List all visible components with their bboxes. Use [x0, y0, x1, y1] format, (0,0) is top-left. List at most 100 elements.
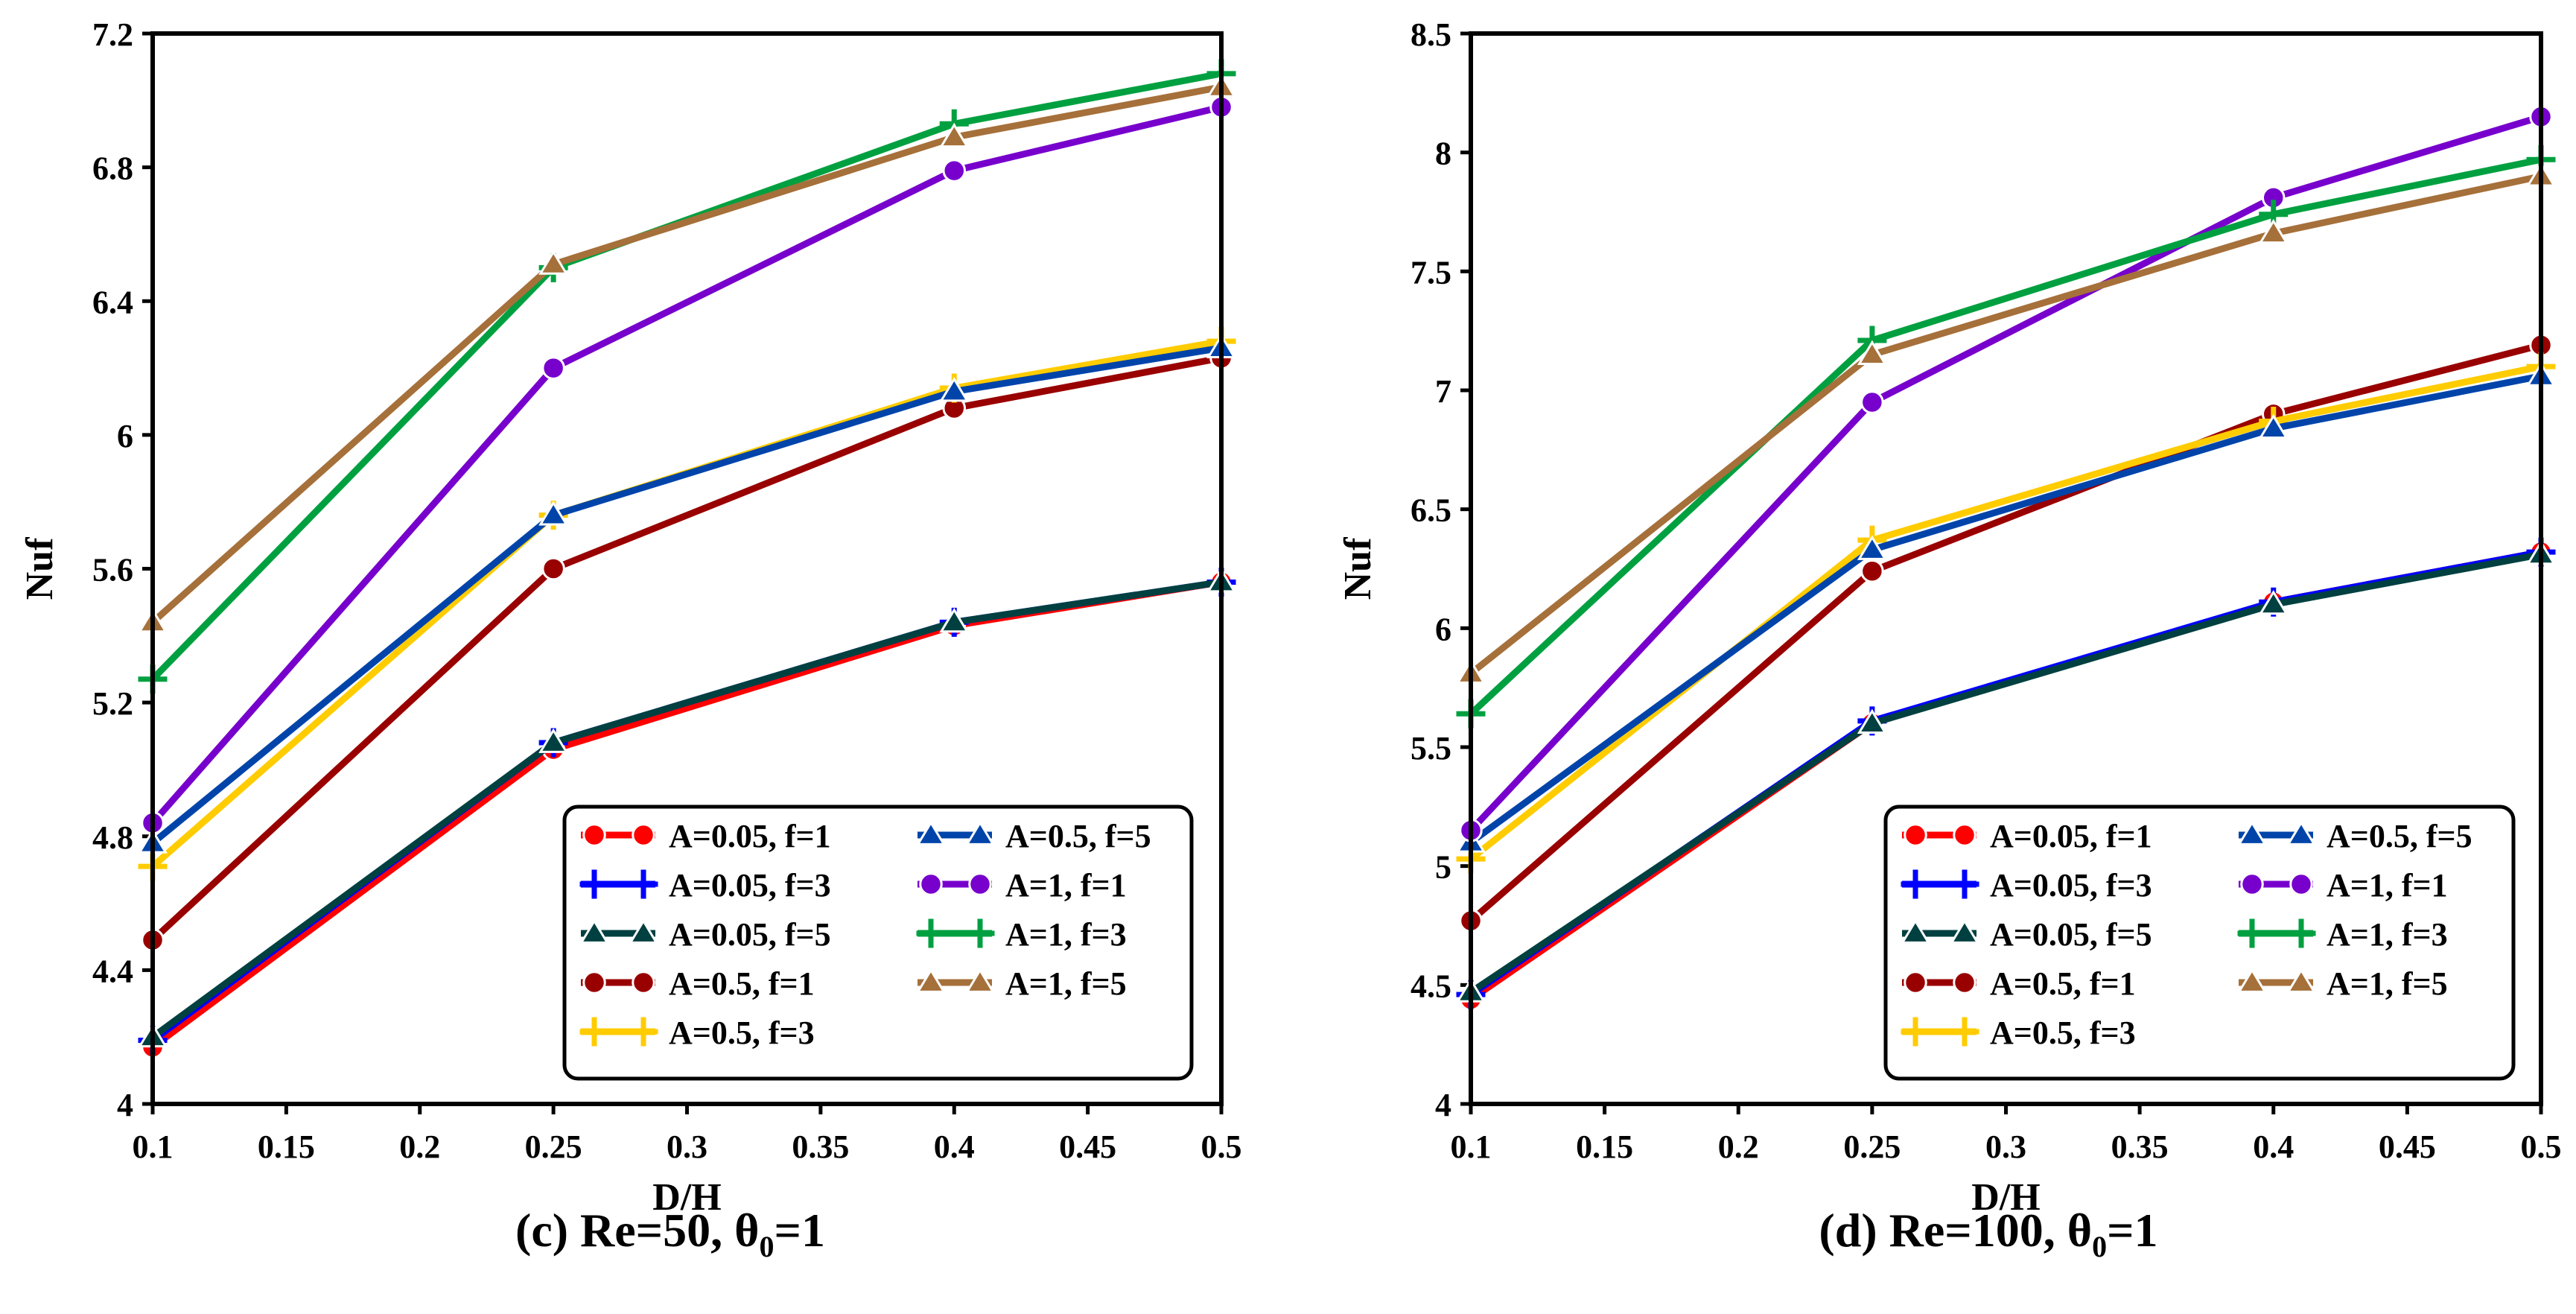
legend-label: A=0.5, f=3 — [669, 1015, 815, 1051]
y-tick-label: 5.5 — [1411, 730, 1451, 766]
chart-right: 4 4.5 5 5.5 6 6.5 7 7.5 8 8.5 0.1 0.15 0.2 0.25 0.3 0.3… — [1337, 16, 2562, 1219]
x-tick-label: 0.15 — [258, 1129, 315, 1165]
legend: A=0.05, f=1 A=0.05, f=3 A=0.05, f=5 A=0.5, … — [562, 804, 1194, 1081]
legend-marker-end — [2286, 918, 2316, 948]
legend-marker-end — [965, 968, 995, 993]
y-tick-label: 6 — [1435, 611, 1451, 647]
legend-label: A=1, f=5 — [1005, 965, 1127, 1002]
series-line — [1468, 113, 2542, 833]
series-A=1, f=3 — [138, 59, 1236, 694]
legend-entry: A=1, f=1 — [917, 867, 1127, 904]
legend-marker-start — [916, 918, 946, 948]
x-tick-label: 0.2 — [399, 1129, 440, 1165]
series-line — [150, 83, 1222, 625]
data-point — [1857, 340, 1887, 365]
series-A=0.5, f=1 — [141, 346, 1233, 952]
y-axis-label: Nuf — [1337, 537, 1379, 600]
chart-left: 4 4.4 4.8 5.2 5.6 6 6.4 6.8 7.2 0.1 0.15 0.2 0.25 0.3… — [19, 16, 1242, 1219]
caption-left: (c) Re=50, θ0=1 — [149, 1203, 1192, 1264]
data-point — [1860, 559, 1884, 583]
caption-left-sub: 0 — [759, 1229, 775, 1263]
series-A=0.5, f=3 — [1456, 352, 2556, 874]
legend-marker-end — [1950, 1017, 1979, 1047]
legend-marker-start — [2237, 968, 2267, 993]
data-point — [2258, 218, 2289, 244]
legend-marker-end — [2289, 872, 2313, 896]
series-line — [1469, 341, 2542, 924]
x-tick-label: 0.1 — [133, 1129, 174, 1165]
legend-entry: A=1, f=5 — [916, 965, 1127, 1002]
y-tick-label: 4.4 — [92, 953, 133, 989]
legend-label: A=0.5, f=3 — [1990, 1015, 2136, 1051]
series-line — [1469, 550, 2542, 995]
legend: A=0.05, f=1 A=0.05, f=3 A=0.05, f=5 A=0.5, … — [1883, 804, 2516, 1081]
series-A=1, f=5 — [1456, 162, 2556, 684]
x-tick-label: 0.5 — [2521, 1129, 2562, 1165]
series-line — [150, 104, 1223, 825]
legend-marker-end — [965, 820, 995, 845]
legend-label: A=0.05, f=3 — [1990, 867, 2152, 904]
x-tick-label: 0.45 — [1059, 1129, 1116, 1165]
x-tick-label: 0.4 — [2253, 1129, 2294, 1165]
y-tick-label: 4.8 — [92, 819, 133, 856]
legend-marker-start — [916, 820, 946, 845]
caption-right-suffix: =1 — [2107, 1204, 2158, 1257]
y-tick-label: 6.8 — [92, 150, 133, 187]
x-tick-label: 0.2 — [1718, 1129, 1759, 1165]
legend-marker-end — [629, 1017, 658, 1047]
legend-label: A=1, f=5 — [2327, 965, 2448, 1002]
legend-label: A=0.05, f=1 — [669, 818, 831, 854]
legend-entry: A=0.05, f=3 — [579, 867, 831, 904]
legend-label: A=1, f=1 — [2327, 867, 2448, 904]
legend-marker-end — [2286, 820, 2316, 845]
y-tick-label: 6 — [117, 418, 133, 454]
legend-label: A=0.5, f=5 — [2327, 818, 2472, 854]
legend-marker-start — [1901, 869, 1930, 899]
x-tick-label: 0.45 — [2379, 1129, 2436, 1165]
series-line — [1469, 372, 2542, 845]
x-tick-label: 0.25 — [1843, 1129, 1901, 1165]
series-line — [1469, 173, 2542, 676]
legend-marker-end — [632, 971, 655, 994]
legend-marker-start — [916, 968, 946, 993]
legend-marker-end — [629, 869, 658, 899]
x-tick-label: 0.3 — [1985, 1129, 2026, 1165]
legend-entry: A=0.05, f=5 — [1901, 916, 2152, 953]
legend-entry: A=0.5, f=3 — [1901, 1015, 2136, 1051]
x-tick-label: 0.35 — [2111, 1129, 2169, 1165]
legend-label: A=1, f=1 — [1005, 867, 1127, 904]
x-tick-label: 0.15 — [1576, 1129, 1633, 1165]
series-line — [150, 355, 1222, 943]
plot-frame — [1469, 31, 2543, 1106]
legend-label: A=0.5, f=1 — [669, 965, 815, 1002]
legend-label: A=0.05, f=3 — [669, 867, 831, 904]
y-tick-label: 7.2 — [92, 16, 133, 53]
caption-left-prefix: (c) Re=50, θ — [515, 1204, 760, 1257]
caption-right-prefix: (d) Re=100, θ — [1819, 1204, 2093, 1257]
legend-label: A=1, f=3 — [2327, 916, 2448, 953]
y-tick-label: 8 — [1435, 136, 1451, 172]
legend-entry: A=1, f=1 — [2239, 867, 2448, 904]
legend-marker-start — [579, 918, 609, 944]
y-tick-label: 6.4 — [92, 284, 133, 320]
caption-right-sub: 0 — [2092, 1229, 2108, 1263]
legend-entry: A=0.5, f=5 — [2237, 818, 2472, 854]
data-point — [939, 377, 970, 402]
legend-marker-start — [2240, 872, 2264, 896]
legend-box — [562, 804, 1194, 1081]
series-line — [1468, 156, 2542, 717]
series-A=0.5, f=5 — [1456, 361, 2556, 853]
legend-label: A=0.05, f=1 — [1990, 818, 2152, 854]
legend-marker-start — [1901, 1017, 1930, 1047]
data-point — [939, 122, 970, 148]
data-point — [538, 250, 569, 275]
legend-entry: A=0.05, f=1 — [581, 818, 831, 854]
legend-marker-start — [579, 869, 609, 899]
legend-box — [1883, 804, 2516, 1081]
y-tick-label: 4 — [1435, 1087, 1451, 1123]
x-tick-label: 0.3 — [667, 1129, 707, 1165]
x-tick-label: 0.1 — [1451, 1129, 1492, 1165]
y-tick-label: 8.5 — [1411, 16, 1451, 53]
data-point — [2258, 413, 2289, 439]
